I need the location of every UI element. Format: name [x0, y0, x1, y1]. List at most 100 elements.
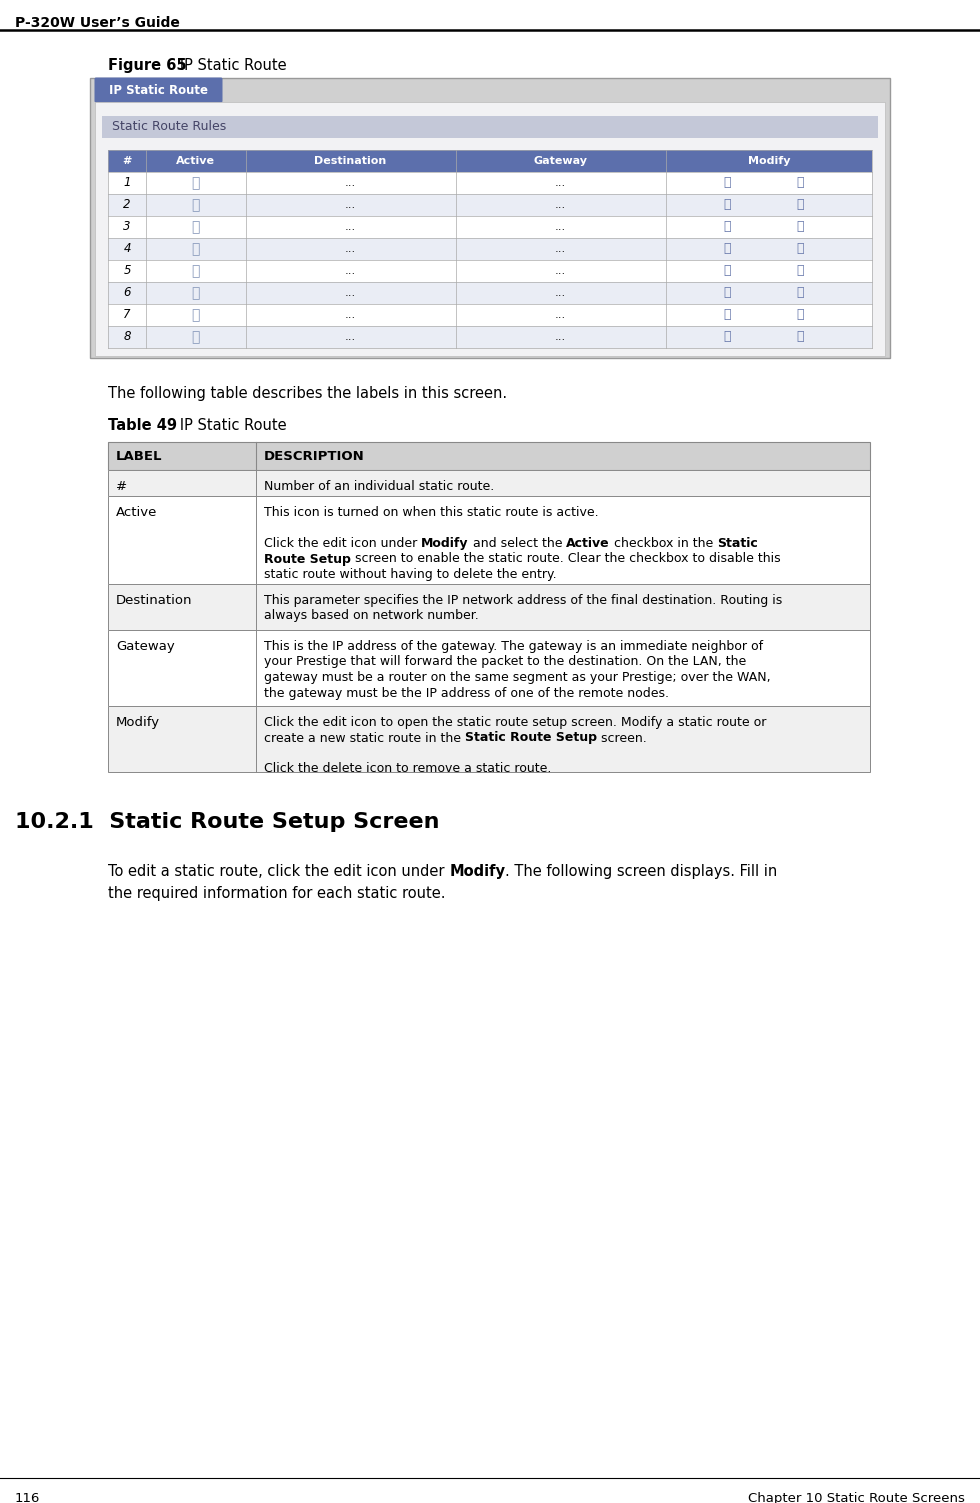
Text: create a new static route in the: create a new static route in the — [264, 732, 465, 744]
Text: Click the delete icon to remove a static route.: Click the delete icon to remove a static… — [264, 762, 552, 776]
Bar — [108, 585, 870, 630]
Bar — [90, 78, 890, 358]
Text: 📝: 📝 — [724, 265, 731, 278]
Bar — [108, 470, 870, 496]
Bar — [95, 102, 885, 356]
Text: 2: 2 — [123, 198, 131, 212]
Text: your Prestige that will forward the packet to the destination. On the LAN, the: your Prestige that will forward the pack… — [264, 655, 746, 669]
Bar — [108, 470, 870, 496]
Bar — [108, 194, 872, 216]
Text: 10.2.1  Static Route Setup Screen: 10.2.1 Static Route Setup Screen — [15, 812, 439, 833]
Text: P-320W User’s Guide: P-320W User’s Guide — [15, 17, 180, 30]
Text: 5: 5 — [123, 265, 131, 278]
Text: Number of an individual static route.: Number of an individual static route. — [264, 479, 494, 493]
Text: Modify: Modify — [748, 156, 790, 165]
Text: Destination: Destination — [315, 156, 387, 165]
Bar — [108, 326, 872, 349]
Text: Active: Active — [566, 537, 610, 550]
Text: 6: 6 — [123, 287, 131, 299]
Text: LABEL: LABEL — [116, 449, 163, 463]
Bar — [108, 630, 870, 706]
Text: ...: ... — [345, 221, 356, 233]
Text: ...: ... — [345, 308, 356, 322]
Text: 💡: 💡 — [192, 308, 200, 322]
Bar — [108, 237, 872, 260]
Text: 📝: 📝 — [724, 221, 731, 233]
Text: IP Static Route: IP Static Route — [109, 84, 208, 96]
Text: Static Route Setup: Static Route Setup — [465, 732, 597, 744]
Text: 🗑: 🗑 — [796, 221, 804, 233]
Text: 📝: 📝 — [724, 198, 731, 212]
Text: Figure 65: Figure 65 — [108, 59, 186, 74]
Text: Route Setup: Route Setup — [264, 553, 351, 565]
Text: 🗑: 🗑 — [796, 242, 804, 256]
Text: 💡: 💡 — [192, 219, 200, 234]
FancyBboxPatch shape — [94, 78, 222, 102]
Text: 8: 8 — [123, 331, 131, 344]
Text: static route without having to delete the entry.: static route without having to delete th… — [264, 568, 557, 582]
Text: #: # — [116, 479, 127, 493]
Bar — [108, 706, 870, 773]
Bar — [108, 283, 872, 304]
Text: ...: ... — [345, 198, 356, 212]
Text: Gateway: Gateway — [534, 156, 588, 165]
Text: The following table describes the labels in this screen.: The following table describes the labels… — [108, 386, 507, 401]
Bar — [108, 216, 872, 237]
Text: ...: ... — [555, 308, 566, 322]
Text: #: # — [122, 156, 131, 165]
Bar — [108, 171, 872, 194]
Text: 🗑: 🗑 — [796, 265, 804, 278]
Bar — [108, 630, 870, 706]
Text: 💡: 💡 — [192, 286, 200, 301]
Text: 🗑: 🗑 — [796, 331, 804, 344]
Text: the gateway must be the IP address of one of the remote nodes.: the gateway must be the IP address of on… — [264, 687, 669, 699]
Text: ...: ... — [555, 198, 566, 212]
Text: 📝: 📝 — [724, 242, 731, 256]
Text: Click the edit icon under: Click the edit icon under — [264, 537, 421, 550]
Text: 💡: 💡 — [192, 265, 200, 278]
Text: Gateway: Gateway — [116, 640, 174, 652]
Text: the required information for each static route.: the required information for each static… — [108, 885, 446, 900]
Text: 🗑: 🗑 — [796, 176, 804, 189]
Text: 7: 7 — [123, 308, 131, 322]
Text: ...: ... — [345, 242, 356, 256]
Bar — [108, 442, 870, 470]
Text: Modify: Modify — [421, 537, 468, 550]
Text: and select the: and select the — [468, 537, 566, 550]
Text: 💡: 💡 — [192, 176, 200, 189]
Text: 📝: 📝 — [724, 308, 731, 322]
Text: ...: ... — [555, 265, 566, 278]
Text: ...: ... — [555, 176, 566, 189]
Text: Static Route Rules: Static Route Rules — [112, 120, 226, 134]
Text: 📝: 📝 — [724, 176, 731, 189]
Text: Chapter 10 Static Route Screens: Chapter 10 Static Route Screens — [748, 1492, 965, 1503]
Bar — [108, 442, 870, 470]
Text: IP Static Route: IP Static Route — [166, 418, 286, 433]
Text: Click the edit icon to open the static route setup screen. Modify a static route: Click the edit icon to open the static r… — [264, 715, 766, 729]
Text: ...: ... — [555, 287, 566, 299]
Text: 📝: 📝 — [724, 331, 731, 344]
Text: screen.: screen. — [597, 732, 647, 744]
Text: 📝: 📝 — [724, 287, 731, 299]
Text: 116: 116 — [15, 1492, 40, 1503]
Text: Modify: Modify — [449, 864, 505, 879]
Text: Modify: Modify — [116, 715, 160, 729]
Text: screen to enable the static route. Clear the checkbox to disable this: screen to enable the static route. Clear… — [351, 553, 780, 565]
Text: gateway must be a router on the same segment as your Prestige; over the WAN,: gateway must be a router on the same seg… — [264, 670, 770, 684]
Text: ...: ... — [555, 221, 566, 233]
Text: ...: ... — [345, 331, 356, 344]
Text: ...: ... — [345, 265, 356, 278]
Bar — [108, 706, 870, 773]
Text: DESCRIPTION: DESCRIPTION — [264, 449, 365, 463]
Text: 🗑: 🗑 — [796, 308, 804, 322]
Text: 🗑: 🗑 — [796, 198, 804, 212]
Text: Table 49: Table 49 — [108, 418, 177, 433]
Text: 💡: 💡 — [192, 242, 200, 256]
Bar — [108, 496, 870, 585]
Bar — [108, 150, 872, 171]
Text: 4: 4 — [123, 242, 131, 256]
Text: 💡: 💡 — [192, 198, 200, 212]
Text: Static: Static — [717, 537, 758, 550]
Bar — [108, 585, 870, 630]
Text: This parameter specifies the IP network address of the final destination. Routin: This parameter specifies the IP network … — [264, 594, 782, 607]
